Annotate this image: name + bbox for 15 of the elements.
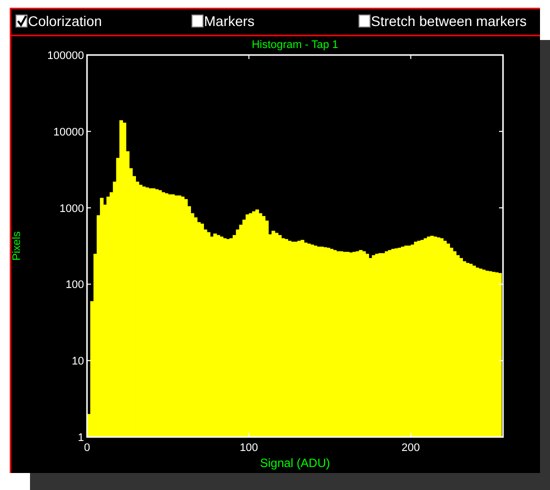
x-tick-label: 0 — [84, 442, 90, 454]
x-axis-title: Signal (ADU) — [260, 456, 330, 470]
text: Markers — [204, 13, 255, 29]
x-tick-label: 100 — [240, 442, 258, 454]
chart-title: Histogram - Tap 1 — [252, 39, 338, 51]
y-tick-label: 10 — [72, 356, 84, 368]
text: Stretch between markers — [371, 13, 527, 29]
y-axis-title: Pixels — [11, 230, 23, 261]
y-tick-label: 10000 — [53, 126, 84, 138]
text: Colorization — [28, 13, 102, 29]
x-tick-label: 200 — [402, 442, 420, 454]
y-tick-label: 1 — [78, 432, 84, 444]
y-tick-label: 100000 — [47, 50, 84, 62]
y-tick-label: 100 — [66, 279, 84, 292]
y-tick-label: 1000 — [60, 202, 84, 215]
